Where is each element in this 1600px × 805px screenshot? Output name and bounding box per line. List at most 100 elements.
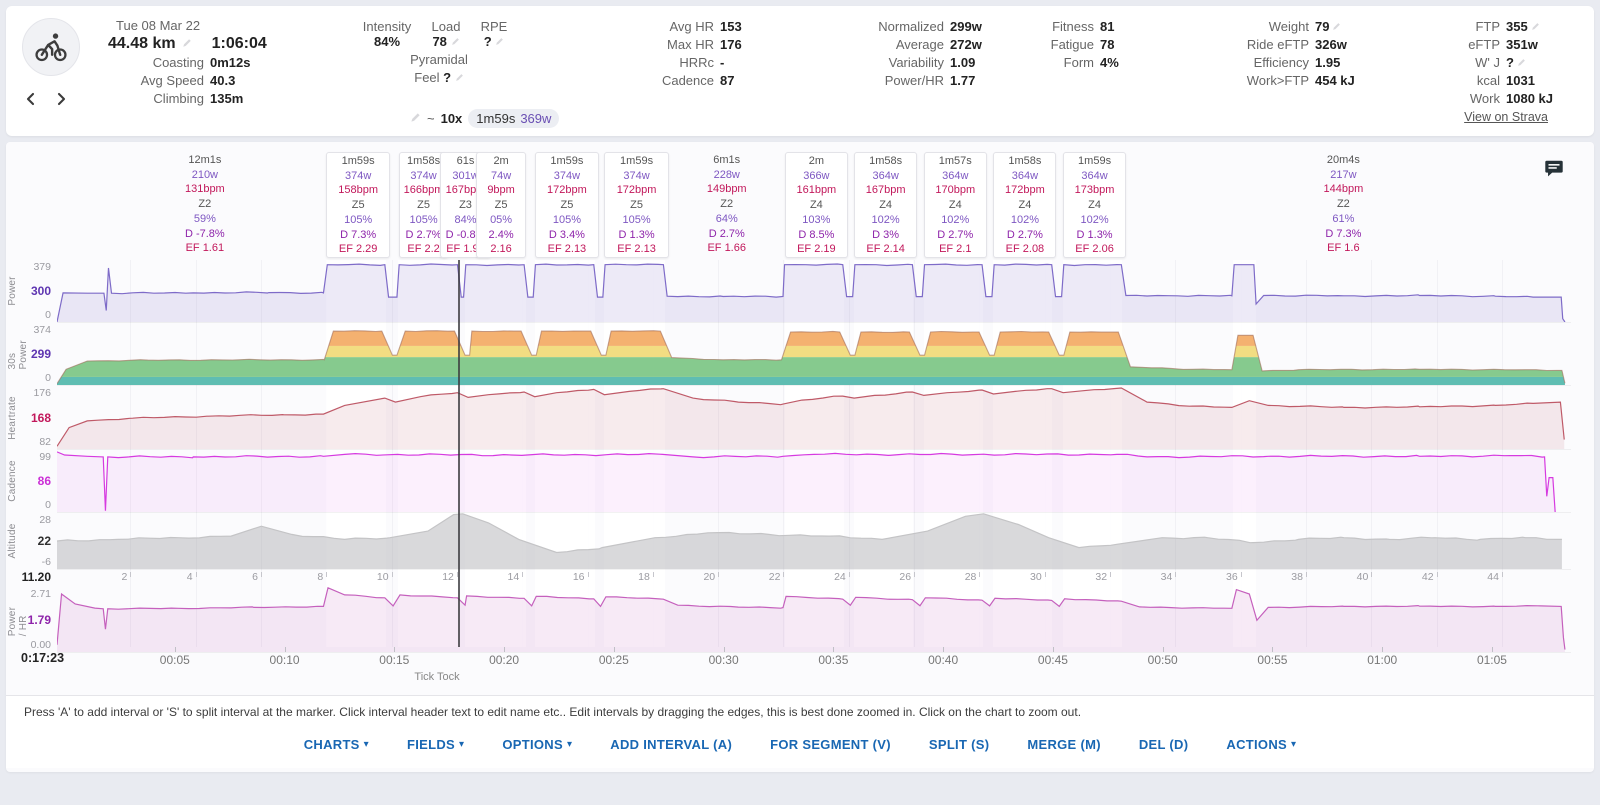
heartrate-strip[interactable]: Heartrate 176 168 82 [7,386,1571,450]
distance-tick-label: 44 [1487,571,1499,583]
powerhr-strip[interactable]: Power / HR 2.71 1.79 0.00 [7,587,1571,653]
interval-headers-row: 12m1s 210w 131bpm Z2 59% D -7.8% EF 1.61 1m59s 3… [57,150,1571,260]
edit-weight-icon[interactable] [1332,19,1341,34]
feel-row[interactable]: Feel ? [354,70,524,85]
comment-button[interactable] [1543,158,1565,185]
toolbar-actions-button[interactable]: ACTIONS ▾ [1226,737,1297,752]
stat-value: 81 [1100,19,1115,34]
stat-label: Fitness [1052,19,1094,34]
interval-stat: D 7.3% [340,228,377,241]
toolbar-add-interval-a--button[interactable]: ADD INTERVAL (A) [610,737,733,752]
interval-stat: EF 2.06 [1075,243,1114,256]
distance-tick [522,572,524,577]
interval-header[interactable]: 6m1s 228w 149bpm Z2 64% D 2.7% EF 1.66 [680,152,773,258]
stat-value[interactable]: 355 [1506,19,1568,34]
interval-stat: D 3% [872,228,900,241]
power30-series [57,323,1571,385]
stat-label: Avg Speed [140,73,204,88]
edit-w-j-icon[interactable] [1517,55,1526,70]
distance-tick [1371,572,1373,577]
stat-label: eFTP [1468,37,1500,52]
time-axis: 0:17:23 00:05 00:10 00:15 00:20 00:25 00:30 00… [21,647,1571,671]
interval-stat: EF 1.61 [185,242,225,255]
stat-label: Weight [1268,19,1309,34]
distance-tick-label: 14 [507,571,520,583]
distance-tick-label: 36 [1225,571,1238,583]
interval-stat: EF 2.14 [866,243,905,256]
edit-rpe-icon[interactable] [495,34,504,49]
power-strip[interactable]: Power 379 300 0 [7,260,1571,323]
interval-header[interactable]: 2m 74w 9bpm Z5 05% 2.4% 2.16 [476,152,526,258]
interval-header[interactable]: 1m59s 364w 173bpm Z4 102% D 1.3% EF 2.06 [1063,152,1127,258]
activity-distance: 44.48 km [108,35,176,52]
time-tick [613,647,615,652]
edit-load-icon[interactable] [451,34,460,49]
next-activity-button[interactable] [54,92,68,106]
stat-label: Form [1063,55,1094,70]
interval-stat: 301w [452,169,479,182]
activity-type-avatar[interactable] [22,18,80,76]
interval-header[interactable]: 1m59s 374w 172bpm Z5 105% D 3.4% EF 2.13 [534,152,600,258]
edit-feel-icon[interactable] [455,70,464,85]
edit-ftp-icon[interactable] [1531,19,1540,34]
interval-header[interactable]: 1m58s 364w 172bpm Z4 102% D 2.7% EF 2.08 [993,152,1057,258]
interval-header[interactable]: 1m58s 364w 167bpm Z4 102% D 3% EF 2.14 [854,152,918,258]
interval-header[interactable]: 1m59s 374w 158bpm Z5 105% D 7.3% EF 2.29 [326,152,391,258]
distance-tick-label: 32 [1095,571,1108,583]
interval-header[interactable]: 1m57s 364w 170bpm Z4 102% D 2.7% EF 2.1 [923,152,987,258]
load-value[interactable]: 78 [420,34,472,49]
power-axis-mid: 300 [30,284,51,298]
stat-value[interactable]: ? [1506,55,1568,70]
toolbar-del-d--button[interactable]: DEL (D) [1138,737,1189,752]
toolbar-options-button[interactable]: OPTIONS ▾ [502,737,573,752]
power30-strip[interactable]: 30s Power 374 299 0 [7,323,1571,386]
altitude-axis-mid: 22 [37,534,51,548]
interval-header[interactable]: 12m1s 210w 131bpm Z2 59% D -7.8% EF 1.61 [158,152,251,258]
repeats-chip[interactable]: 1m59s 369w [468,109,560,128]
interval-header[interactable]: 1m59s 374w 172bpm Z5 105% D 1.3% EF 2.13 [604,152,669,258]
interval-stat: D -0.8% [445,228,486,241]
interval-stat: 144bpm [1323,183,1364,196]
gridline [783,260,785,647]
time-tick-label: 00:55 [1257,653,1288,667]
power-axis-top: 379 [33,261,51,273]
interval-band[interactable] [854,260,914,647]
toolbar-split-s--button[interactable]: SPLIT (S) [928,737,990,752]
interval-stat: EF 2.29 [338,243,378,256]
edit-distance-icon[interactable] [182,35,192,53]
heartrate-axis-top: 176 [33,387,51,399]
prev-activity-button[interactable] [24,92,38,106]
chart-plot-area[interactable]: Power 379 300 0 30s Power 374 299 0 Heartrate 176… [7,260,1571,653]
interval-header[interactable]: 2m 366w 161bpm Z4 103% D 8.5% EF 2.19 [785,152,848,258]
interval-name-label[interactable]: Tick Tock [414,671,460,683]
stat-value[interactable]: 79 [1315,19,1373,34]
power30-axis-mid: 299 [30,347,51,361]
cadence-strip[interactable]: Cadence 99 86 0 [7,450,1571,513]
chart-marker-line[interactable] [458,260,460,647]
interval-band[interactable] [465,260,526,647]
stat-value: 153 [720,19,742,34]
interval-stat: 167bpm [865,184,906,197]
distance-tick [848,572,850,577]
activity-header: Tue 08 Mar 22 44.48 km 1:06:04 Coasting 0… [6,6,1594,136]
distance-tick-label: 22 [768,571,781,583]
distance-tick [587,572,589,577]
interval-stat: Z5 [560,199,574,212]
toolbar-fields-button[interactable]: FIELDS ▾ [406,737,465,752]
interval-stat: D 2.7% [1006,228,1043,241]
activity-duration: 1:06:04 [211,35,267,52]
toolbar-charts-button[interactable]: CHARTS ▾ [303,737,369,752]
rpe-value[interactable]: ? [472,34,516,49]
altitude-strip[interactable]: Altitude 28 22 -6 [7,513,1571,570]
distance-tick [979,572,981,577]
edit-repeats-icon[interactable] [410,111,421,126]
view-on-strava-link[interactable]: View on Strava [1464,110,1548,124]
toolbar-for-segment-v--button[interactable]: FOR SEGMENT (V) [770,737,891,752]
toolbar-merge-m--button[interactable]: MERGE (M) [1027,737,1101,752]
interval-stat: 1m59s [620,155,654,167]
stat-label: FTP [1475,19,1500,34]
stat-value: 454 kJ [1315,73,1355,88]
interval-band[interactable] [1063,260,1123,647]
interval-header[interactable]: 20m4s 217w 144bpm Z2 61% D 7.3% EF 1.6 [1297,152,1390,258]
interval-band[interactable] [923,260,983,647]
